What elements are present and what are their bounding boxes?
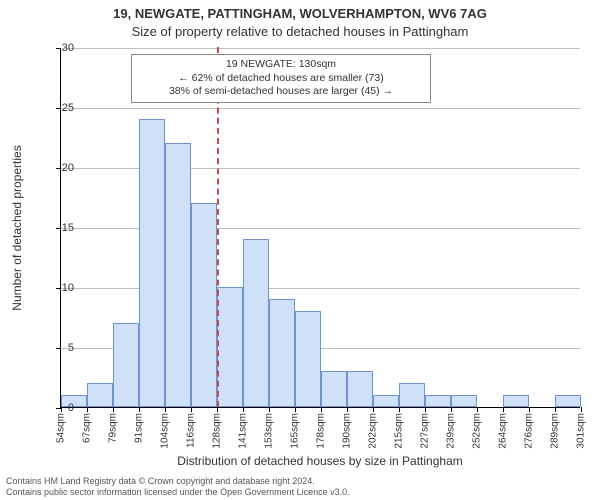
annotation-box: 19 NEWGATE: 130sqm ← 62% of detached hou… <box>131 54 431 103</box>
annotation-line-3: 38% of semi-detached houses are larger (… <box>138 85 424 99</box>
x-tick-label: 141sqm <box>238 407 249 449</box>
x-tick-label: 301sqm <box>576 407 587 449</box>
x-tick-label: 276sqm <box>524 407 535 449</box>
chart-container: 19, NEWGATE, PATTINGHAM, WOLVERHAMPTON, … <box>0 0 600 500</box>
x-tick-label: 215sqm <box>394 407 405 449</box>
x-tick-label: 104sqm <box>160 407 171 449</box>
annotation-line-1: 19 NEWGATE: 130sqm <box>138 58 424 72</box>
x-tick-label: 252sqm <box>472 407 483 449</box>
y-tick-label: 5 <box>44 342 74 354</box>
histogram-bar <box>191 203 217 407</box>
histogram-bar <box>269 299 295 407</box>
x-tick-label: 116sqm <box>186 407 197 448</box>
x-tick-label: 190sqm <box>342 407 353 449</box>
x-tick-label: 289sqm <box>550 407 561 449</box>
x-tick-label: 264sqm <box>498 407 509 449</box>
x-tick-label: 128sqm <box>212 407 223 449</box>
x-tick-label: 67sqm <box>82 407 93 443</box>
histogram-bar <box>425 395 451 407</box>
histogram-bar <box>217 287 243 407</box>
x-axis-label: Distribution of detached houses by size … <box>60 454 580 468</box>
y-tick-label: 30 <box>44 42 74 54</box>
x-tick-label: 239sqm <box>446 407 457 449</box>
histogram-bar <box>451 395 477 407</box>
histogram-bar <box>165 143 191 407</box>
histogram-bar <box>373 395 399 407</box>
x-tick-label: 153sqm <box>264 407 275 449</box>
y-tick-label: 20 <box>44 162 74 174</box>
footer-line-1: Contains HM Land Registry data © Crown c… <box>6 476 350 487</box>
title-address: 19, NEWGATE, PATTINGHAM, WOLVERHAMPTON, … <box>0 6 600 21</box>
gridline <box>61 108 580 109</box>
histogram-bar <box>113 323 139 407</box>
histogram-bar <box>243 239 269 407</box>
histogram-bar <box>295 311 321 407</box>
x-tick-label: 202sqm <box>368 407 379 449</box>
y-tick-label: 15 <box>44 222 74 234</box>
histogram-bar <box>347 371 373 407</box>
histogram-bar <box>321 371 347 407</box>
title-subtitle: Size of property relative to detached ho… <box>0 24 600 39</box>
y-axis-label: Number of detached properties <box>10 145 24 310</box>
footer-line-2: Contains public sector information licen… <box>6 487 350 498</box>
footer-attribution: Contains HM Land Registry data © Crown c… <box>6 476 350 498</box>
x-tick-label: 91sqm <box>134 407 145 443</box>
histogram-bar <box>503 395 529 407</box>
histogram-bar <box>399 383 425 407</box>
x-tick-label: 178sqm <box>316 407 327 449</box>
y-tick-label: 10 <box>44 282 74 294</box>
histogram-bar <box>555 395 581 407</box>
x-tick-label: 227sqm <box>420 407 431 449</box>
gridline <box>61 48 580 49</box>
y-tick-label: 0 <box>44 402 74 414</box>
y-tick-label: 25 <box>44 102 74 114</box>
x-tick-label: 165sqm <box>290 407 301 449</box>
annotation-line-2: ← 62% of detached houses are smaller (73… <box>138 72 424 86</box>
plot-area: 54sqm67sqm79sqm91sqm104sqm116sqm128sqm14… <box>60 48 580 408</box>
histogram-bar <box>87 383 113 407</box>
histogram-bar <box>139 119 165 407</box>
x-tick-label: 79sqm <box>108 407 119 443</box>
